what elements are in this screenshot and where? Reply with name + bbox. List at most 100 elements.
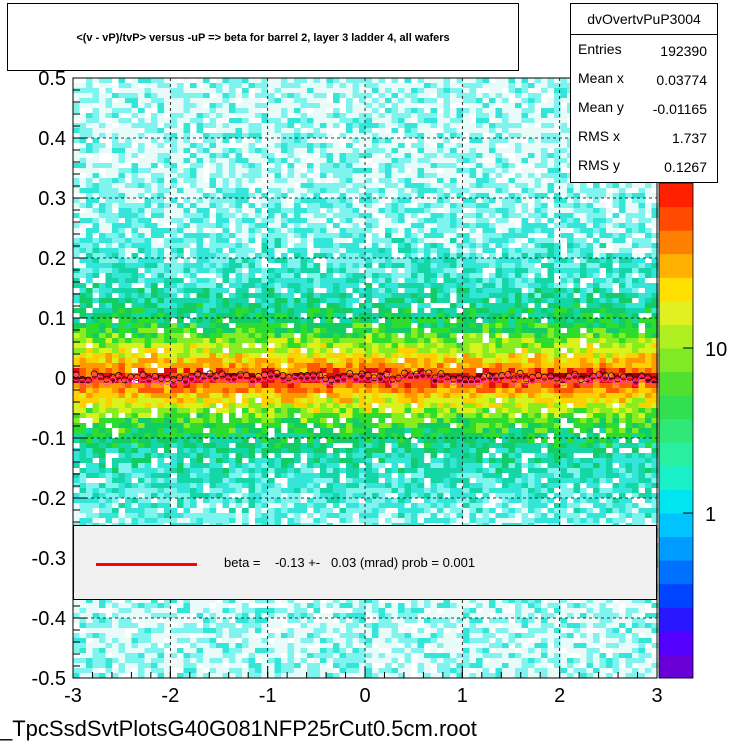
heatmap-cell	[638, 208, 646, 213]
heatmap-cell	[313, 333, 321, 338]
heatmap-cell	[495, 333, 503, 338]
heatmap-cell	[138, 138, 145, 143]
heatmap-cell	[450, 283, 457, 288]
heatmap-cell	[170, 198, 178, 203]
heatmap-cell	[125, 378, 132, 383]
heatmap-cell	[287, 353, 295, 358]
heatmap-cell	[281, 118, 288, 123]
heatmap-cell	[177, 98, 184, 103]
heatmap-cell	[99, 218, 106, 223]
heatmap-cell	[268, 88, 275, 93]
heatmap-cell	[365, 283, 373, 288]
heatmap-cell	[268, 128, 275, 133]
heatmap-cell	[580, 223, 587, 228]
heatmap-cell	[99, 213, 106, 218]
heatmap-cell	[359, 318, 366, 323]
heatmap-cell	[112, 303, 119, 308]
heatmap-cell	[261, 293, 269, 298]
heatmap-cell	[593, 263, 600, 268]
heatmap-cell	[92, 113, 100, 118]
heatmap-cell	[489, 363, 496, 368]
heatmap-cell	[268, 118, 275, 123]
heatmap-cell	[365, 118, 373, 123]
heatmap-cell	[151, 293, 158, 298]
heatmap-cell	[216, 113, 223, 118]
heatmap-cell	[248, 218, 256, 223]
heatmap-cell	[528, 133, 535, 138]
heatmap-cell	[391, 318, 399, 323]
heatmap-cell	[183, 148, 191, 153]
heatmap-cell	[326, 78, 334, 83]
heatmap-cell	[528, 243, 535, 248]
heatmap-cell	[151, 353, 158, 358]
heatmap-cell	[300, 173, 308, 178]
heatmap-cell	[164, 198, 171, 203]
heatmap-cell	[541, 158, 548, 163]
heatmap-cell	[411, 318, 418, 323]
heatmap-cell	[560, 293, 568, 298]
heatmap-cell	[515, 178, 522, 183]
heatmap-cell	[502, 258, 509, 263]
heatmap-cell	[547, 368, 555, 373]
heatmap-cell	[580, 248, 587, 253]
heatmap-cell	[112, 188, 119, 193]
heatmap-cell	[450, 353, 457, 358]
heatmap-cell	[632, 243, 639, 248]
heatmap-cell	[385, 123, 392, 128]
heatmap-cell	[313, 138, 321, 143]
heatmap-cell	[443, 253, 451, 258]
heatmap-cell	[294, 143, 301, 148]
heatmap-cell	[567, 298, 574, 303]
heatmap-cell	[469, 253, 477, 258]
heatmap-cell	[79, 138, 87, 143]
heatmap-cell	[528, 283, 535, 288]
heatmap-cell	[333, 328, 340, 333]
heatmap-cell	[92, 263, 100, 268]
heatmap-cell	[339, 343, 347, 348]
heatmap-cell	[268, 388, 275, 393]
heatmap-cell	[437, 213, 444, 218]
heatmap-cell	[463, 288, 470, 293]
heatmap-cell	[560, 378, 568, 383]
heatmap-cell	[495, 353, 503, 358]
heatmap-cell	[138, 303, 145, 308]
heatmap-cell	[177, 153, 184, 158]
heatmap-cell	[118, 238, 126, 243]
heatmap-cell	[404, 313, 412, 318]
heatmap-cell	[151, 198, 158, 203]
heatmap-cell	[216, 313, 223, 318]
heatmap-cell	[560, 288, 568, 293]
heatmap-cell	[632, 313, 639, 318]
heatmap-cell	[248, 328, 256, 333]
heatmap-cell	[255, 158, 262, 163]
heatmap-cell	[222, 228, 230, 233]
heatmap-cell	[151, 83, 158, 88]
heatmap-cell	[235, 133, 243, 138]
heatmap-cell	[294, 218, 301, 223]
heatmap-cell	[430, 183, 438, 188]
heatmap-cell	[339, 78, 347, 83]
heatmap-cell	[398, 248, 405, 253]
heatmap-cell	[489, 168, 496, 173]
heatmap-cell	[612, 353, 620, 358]
heatmap-cell	[268, 148, 275, 153]
heatmap-cell	[456, 343, 464, 348]
heatmap-cell	[489, 348, 496, 353]
heatmap-cell	[183, 208, 191, 213]
heatmap-cell	[476, 168, 483, 173]
heatmap-cell	[502, 213, 509, 218]
heatmap-cell	[443, 273, 451, 278]
heatmap-cell	[92, 258, 100, 263]
heatmap-cell	[359, 373, 366, 378]
heatmap-cell	[125, 193, 132, 198]
heatmap-cell	[508, 303, 516, 308]
heatmap-cell	[242, 228, 249, 233]
heatmap-cell	[619, 188, 626, 193]
heatmap-cell	[157, 388, 165, 393]
heatmap-cell	[612, 383, 620, 388]
heatmap-cell	[261, 268, 269, 273]
heatmap-cell	[229, 168, 236, 173]
heatmap-cell	[151, 338, 158, 343]
heatmap-cell	[463, 293, 470, 298]
heatmap-cell	[229, 258, 236, 263]
